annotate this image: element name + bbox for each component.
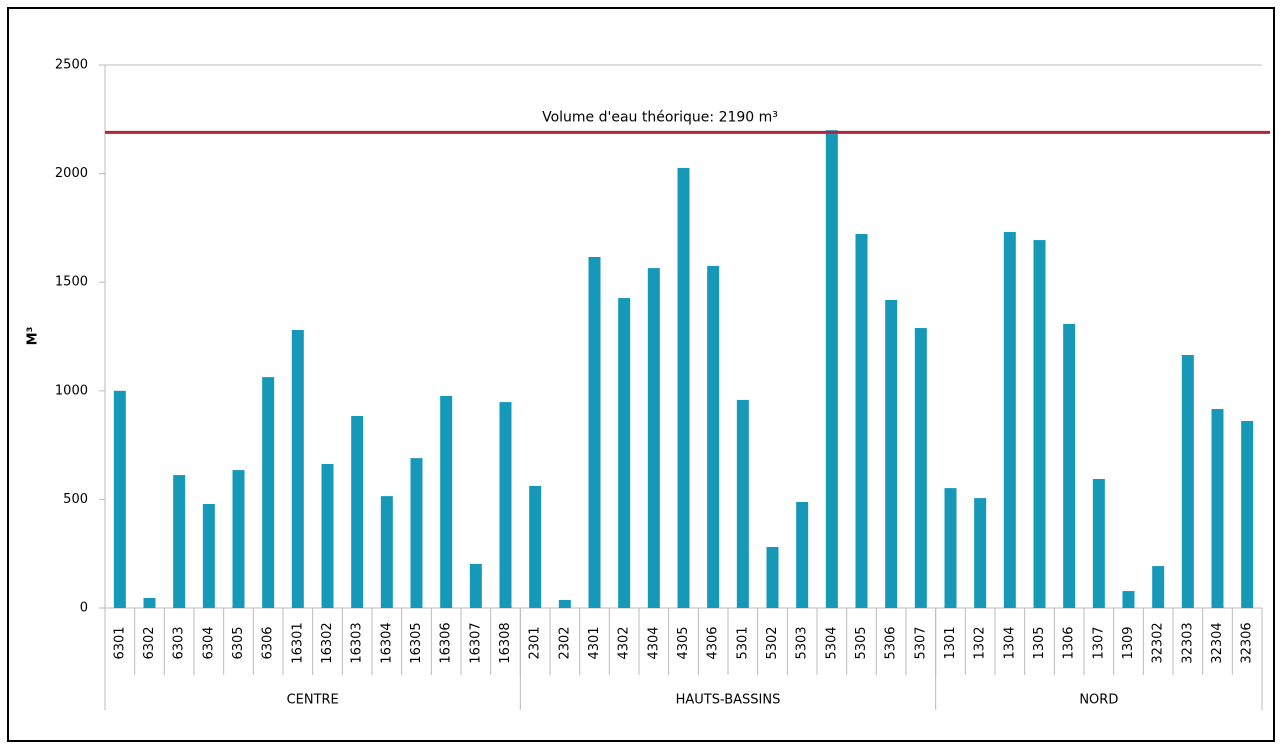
bar [529, 485, 542, 608]
bar [1211, 409, 1224, 608]
x-tick-label: 6304 [201, 626, 216, 659]
bar [232, 470, 245, 608]
x-tick-label: 6306 [261, 626, 276, 659]
x-tick-label: 6305 [231, 626, 246, 659]
x-tick-label: 6301 [112, 626, 127, 659]
bar [974, 498, 987, 608]
bar [1033, 240, 1046, 608]
bar [766, 546, 779, 608]
x-tick-label: 16302 [320, 622, 335, 663]
bar [677, 167, 690, 608]
x-tick-label: 1301 [943, 626, 958, 659]
reference-label: Volume d'eau théorique: 2190 m³ [542, 109, 778, 125]
x-tick-label: 32302 [1151, 622, 1166, 663]
bar [885, 300, 898, 608]
x-tick-label: 5301 [735, 626, 750, 659]
x-tick-label: 6302 [142, 626, 157, 659]
bar [499, 402, 512, 608]
bar [1181, 354, 1194, 608]
y-axis-label: M³ [26, 327, 41, 346]
bar [321, 463, 334, 608]
bar [113, 390, 126, 608]
x-tick-label: 4306 [706, 626, 721, 659]
x-tick-label: 16305 [409, 622, 424, 663]
x-tick-label: 16306 [439, 622, 454, 663]
bar [618, 298, 631, 608]
x-tick-label: 2301 [528, 626, 543, 659]
x-tick-label: 2302 [557, 626, 572, 659]
x-tick-label: 5306 [884, 626, 899, 659]
x-tick-label: 4302 [617, 626, 632, 659]
x-tick-label: 6303 [172, 626, 187, 659]
bar [1241, 420, 1254, 608]
bar [1063, 323, 1076, 608]
x-tick-label: 5307 [913, 626, 928, 659]
x-tick-label: 4305 [676, 626, 691, 659]
x-tick-label: 32304 [1210, 622, 1225, 663]
bar [855, 233, 868, 608]
bar [796, 502, 809, 608]
bar [707, 265, 720, 608]
x-tick-label: 16304 [379, 622, 394, 663]
bar [173, 475, 186, 608]
bar [469, 563, 482, 608]
x-tick-label: 5303 [795, 626, 810, 659]
x-tick-label: 1302 [973, 626, 988, 659]
x-tick-label: 16301 [290, 622, 305, 663]
x-tick-label: 5302 [765, 626, 780, 659]
bar [944, 488, 957, 608]
y-tick-label: 2000 [55, 166, 88, 181]
bar [143, 598, 156, 608]
group-label: NORD [1079, 693, 1118, 708]
x-tick-label: 4301 [587, 626, 602, 659]
y-tick-label: 1000 [55, 383, 88, 398]
group-label: CENTRE [287, 693, 339, 708]
y-tick-label: 1500 [55, 275, 88, 290]
bar [588, 257, 601, 608]
chart-frame [7, 7, 1275, 742]
bar [1092, 478, 1105, 608]
x-tick-label: 5305 [854, 626, 869, 659]
x-tick-label: 32303 [1180, 622, 1195, 663]
bar [380, 496, 393, 608]
x-tick-label: 1306 [1062, 626, 1077, 659]
bar [440, 396, 453, 608]
x-tick-label: 5304 [824, 626, 839, 659]
bar [647, 268, 660, 608]
y-tick-label: 500 [63, 492, 88, 507]
bar [736, 399, 749, 608]
bar [291, 329, 304, 608]
bar [1003, 232, 1016, 608]
bar [1122, 591, 1135, 608]
x-tick-label: 1305 [1032, 626, 1047, 659]
y-tick-label: 2500 [55, 58, 88, 73]
bar [351, 415, 364, 608]
x-tick-label: 16308 [498, 622, 513, 663]
x-tick-label: 32306 [1240, 622, 1255, 663]
group-label: HAUTS-BASSINS [676, 693, 781, 708]
bar [825, 130, 838, 608]
y-tick-label: 0 [80, 601, 88, 616]
bar [558, 599, 571, 608]
x-tick-label: 16303 [350, 622, 365, 663]
x-tick-label: 1309 [1121, 626, 1136, 659]
bar [262, 377, 275, 608]
x-tick-label: 16307 [468, 622, 483, 663]
x-tick-label: 1307 [1091, 626, 1106, 659]
x-tick-label: 1304 [1002, 626, 1017, 659]
bar [410, 458, 423, 608]
bar [914, 328, 927, 608]
bar [1152, 566, 1165, 608]
x-tick-label: 4304 [646, 626, 661, 659]
bar [202, 503, 215, 608]
